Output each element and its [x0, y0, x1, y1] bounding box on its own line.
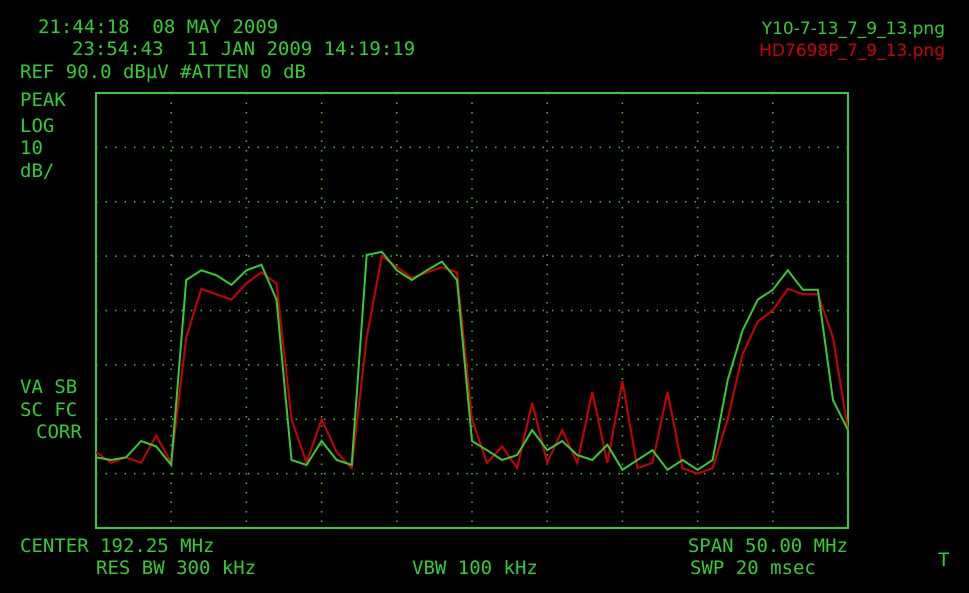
annotation: VA SB: [20, 376, 77, 398]
legend-entry: Y10-7-13_7_9_13.png: [761, 19, 945, 39]
annotation: PEAK: [20, 89, 66, 111]
annotation: T: [938, 549, 949, 571]
annotation: VBW 100 kHz: [412, 557, 538, 579]
annotation: CENTER 192.25 MHz: [20, 535, 214, 557]
annotation: SC FC: [20, 399, 77, 421]
annotation: REF 90.0 dBµV #ATTEN 0 dB: [20, 61, 306, 83]
annotation: CORR: [36, 421, 82, 443]
annotation: RES BW 300 kHz: [96, 557, 256, 579]
traces: [95, 250, 849, 475]
legend-entry: HD7698P_7_9_13.png: [759, 41, 945, 61]
annotation: SPAN 50.00 MHz: [688, 535, 848, 557]
annotation: dB/: [20, 160, 54, 182]
annotation: 21:44:18 08 MAY 2009: [38, 16, 278, 38]
trace: [95, 250, 849, 472]
annotation: SWP 20 msec: [690, 557, 816, 579]
annotation: LOG: [20, 115, 54, 137]
trace: [95, 254, 849, 475]
annotation: 10: [20, 137, 43, 159]
grid: [96, 93, 848, 528]
annotation: 23:54:43 11 JAN 2009 14:19:19: [72, 38, 415, 60]
plot-frame: [95, 92, 849, 529]
